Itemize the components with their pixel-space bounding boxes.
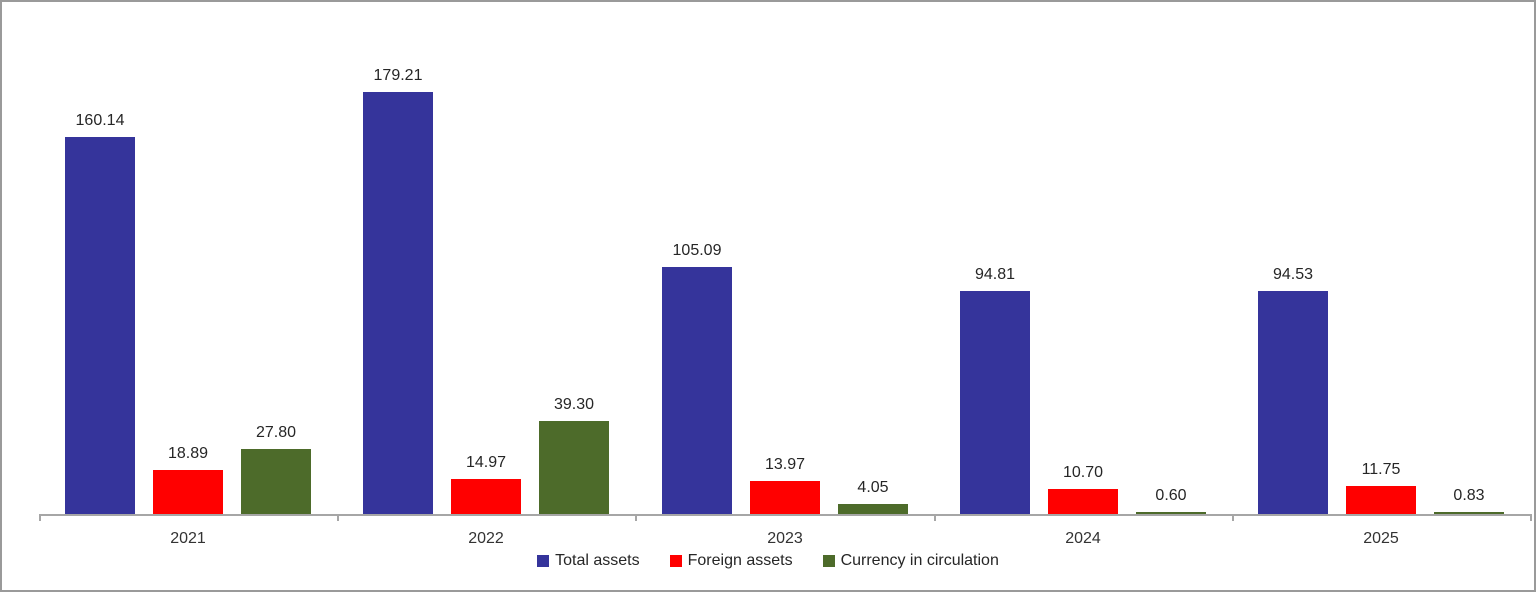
legend-swatch-icon [537,555,550,567]
value-label-foreign-assets-2023: 13.97 [764,456,806,473]
x-axis-tick [635,514,637,521]
legend-label: Currency in circulation [840,552,999,569]
value-label-currency-in-circulation-2023: 4.05 [857,479,889,496]
bar-foreign-assets-2021 [153,470,223,514]
legend-item-currency-in-circulation: Currency in circulation [822,552,999,570]
bar-currency-in-circulation-2021 [241,449,311,514]
x-axis-line [39,514,1530,516]
bar-foreign-assets-2023 [750,481,820,514]
bar-total-assets-2024 [960,291,1030,514]
x-axis-tick [1530,514,1532,521]
bar-total-assets-2022 [363,92,433,514]
x-axis-tick [337,514,339,521]
value-label-currency-in-circulation-2022: 39.30 [553,396,595,413]
bar-foreign-assets-2025 [1346,486,1416,514]
x-tick-label-2023: 2023 [767,530,803,547]
value-label-total-assets-2022: 179.21 [373,67,423,84]
value-label-currency-in-circulation-2021: 27.80 [255,424,297,441]
value-label-foreign-assets-2021: 18.89 [167,445,209,462]
x-tick-label-2021: 2021 [170,530,206,547]
bar-currency-in-circulation-2024 [1136,512,1206,514]
x-tick-label-2022: 2022 [468,530,504,547]
value-label-total-assets-2021: 160.14 [75,112,125,129]
value-label-foreign-assets-2022: 14.97 [465,454,507,471]
value-label-currency-in-circulation-2024: 0.60 [1155,487,1187,504]
x-axis-tick [39,514,41,521]
value-label-foreign-assets-2024: 10.70 [1062,464,1104,481]
legend-label: Foreign assets [687,552,793,569]
value-label-total-assets-2024: 94.81 [974,266,1016,283]
x-tick-label-2025: 2025 [1363,530,1399,547]
legend: Total assets Foreign assets Currency in ci… [2,552,1534,570]
legend-label: Total assets [555,552,640,569]
x-axis-tick [1232,514,1234,521]
bar-total-assets-2023 [662,267,732,514]
legend-item-total-assets: Total assets [537,552,640,570]
bar-currency-in-circulation-2022 [539,421,609,514]
bar-currency-in-circulation-2023 [838,504,908,514]
bar-currency-in-circulation-2025 [1434,512,1504,514]
legend-swatch-icon [669,555,682,567]
bar-total-assets-2025 [1258,291,1328,514]
bar-foreign-assets-2024 [1048,489,1118,514]
x-axis-tick [934,514,936,521]
value-label-total-assets-2023: 105.09 [672,242,722,259]
value-label-foreign-assets-2025: 11.75 [1361,461,1401,478]
x-tick-label-2024: 2024 [1065,530,1101,547]
legend-swatch-icon [822,555,835,567]
value-label-total-assets-2025: 94.53 [1272,266,1314,283]
legend-item-foreign-assets: Foreign assets [669,552,793,570]
bar-total-assets-2021 [65,137,135,514]
value-label-currency-in-circulation-2025: 0.83 [1453,487,1485,504]
bar-foreign-assets-2022 [451,479,521,514]
